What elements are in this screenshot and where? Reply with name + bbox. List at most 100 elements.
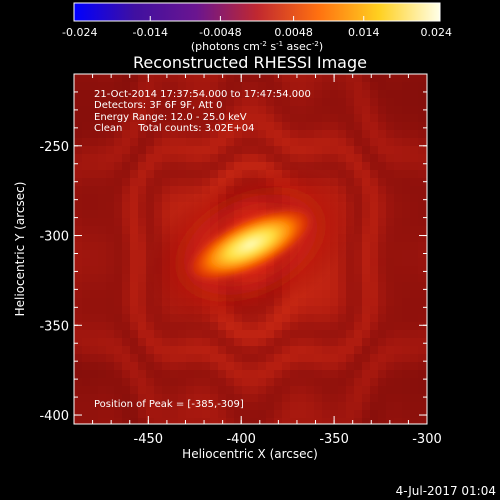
heatmap-cell — [386, 322, 394, 330]
heatmap-cell — [266, 146, 274, 154]
heatmap-cell — [162, 146, 170, 154]
heatmap-cell — [186, 394, 194, 402]
heatmap-cell — [74, 274, 82, 282]
heatmap-cell — [266, 394, 274, 402]
heatmap-cell — [98, 226, 106, 234]
heatmap-cell — [314, 386, 322, 394]
heatmap-cell — [146, 298, 154, 306]
heatmap-cell — [154, 394, 162, 402]
heatmap-cell — [106, 402, 114, 410]
heatmap-cell — [226, 114, 234, 122]
heatmap-cell — [242, 354, 250, 362]
heatmap-cell — [354, 226, 362, 234]
heatmap-cell — [322, 154, 330, 162]
heatmap-cell — [186, 74, 194, 82]
heatmap-cell — [354, 338, 362, 346]
heatmap-cell — [154, 162, 162, 170]
heatmap-cell — [290, 346, 298, 354]
heatmap-cell — [386, 90, 394, 98]
heatmap-cell — [202, 114, 210, 122]
heatmap-cell — [146, 242, 154, 250]
heatmap-cell — [106, 98, 114, 106]
heatmap-cell — [178, 138, 186, 146]
heatmap-cell — [234, 362, 242, 370]
heatmap-cell — [226, 98, 234, 106]
heatmap-cell — [346, 402, 354, 410]
heatmap-cell — [90, 210, 98, 218]
heatmap-cell — [274, 98, 282, 106]
heatmap-cell — [170, 178, 178, 186]
heatmap-cell — [90, 234, 98, 242]
heatmap-cell — [114, 418, 122, 424]
heatmap-cell — [186, 354, 194, 362]
heatmap-cell — [410, 274, 418, 282]
heatmap-cell — [138, 370, 146, 378]
heatmap-cell — [346, 370, 354, 378]
heatmap-cell — [410, 162, 418, 170]
heatmap-cell — [162, 162, 170, 170]
heatmap-cell — [298, 298, 306, 306]
heatmap-cell — [162, 218, 170, 226]
heatmap-cell — [154, 362, 162, 370]
heatmap-cell — [306, 138, 314, 146]
heatmap-cell — [138, 98, 146, 106]
heatmap-cell — [386, 370, 394, 378]
heatmap-cell — [338, 266, 346, 274]
heatmap-cell — [378, 210, 386, 218]
heatmap-cell — [194, 362, 202, 370]
heatmap-cell — [282, 410, 290, 418]
heatmap-cell — [122, 354, 130, 362]
heatmap-cell — [418, 394, 426, 402]
heatmap-cell — [138, 282, 146, 290]
heatmap-cell — [90, 242, 98, 250]
heatmap-cell — [122, 402, 130, 410]
heatmap-cell — [90, 154, 98, 162]
heatmap-cell — [146, 106, 154, 114]
heatmap-cell — [98, 74, 106, 82]
heatmap-cell — [250, 314, 258, 322]
heatmap-cell — [242, 410, 250, 418]
heatmap-cell — [186, 154, 194, 162]
heatmap-cell — [202, 138, 210, 146]
heatmap-cell — [402, 250, 410, 258]
heatmap-cell — [290, 322, 298, 330]
heatmap-cell — [186, 186, 194, 194]
heatmap-cell — [170, 346, 178, 354]
heatmap-cell — [122, 154, 130, 162]
heatmap-cell — [346, 274, 354, 282]
heatmap-cell — [322, 138, 330, 146]
heatmap-cell — [122, 418, 130, 424]
heatmap-cell — [130, 314, 138, 322]
heatmap-cell — [370, 354, 378, 362]
heatmap-cell — [402, 338, 410, 346]
heatmap-cell — [74, 290, 82, 298]
heatmap-cell — [250, 114, 258, 122]
heatmap-cell — [378, 298, 386, 306]
heatmap-cell — [282, 378, 290, 386]
heatmap-cell — [314, 162, 322, 170]
heatmap-cell — [346, 314, 354, 322]
heatmap-cell — [130, 162, 138, 170]
heatmap-cell — [130, 266, 138, 274]
heatmap-cell — [218, 146, 226, 154]
heatmap-cell — [322, 418, 330, 424]
heatmap-cell — [266, 402, 274, 410]
heatmap-cell — [98, 338, 106, 346]
heatmap-cell — [370, 402, 378, 410]
heatmap-cell — [330, 322, 338, 330]
heatmap-cell — [386, 106, 394, 114]
heatmap-cell — [74, 170, 82, 178]
heatmap-cell — [90, 186, 98, 194]
heatmap-cell — [346, 146, 354, 154]
heatmap-cell — [362, 178, 370, 186]
heatmap-cell — [146, 122, 154, 130]
heatmap-cell — [178, 146, 186, 154]
heatmap-cell — [130, 410, 138, 418]
heatmap-cell — [146, 210, 154, 218]
heatmap-cell — [138, 194, 146, 202]
heatmap-cell — [386, 330, 394, 338]
heatmap-cell — [162, 402, 170, 410]
heatmap-cell — [338, 354, 346, 362]
heatmap-cell — [74, 258, 82, 266]
heatmap-cell — [418, 170, 426, 178]
